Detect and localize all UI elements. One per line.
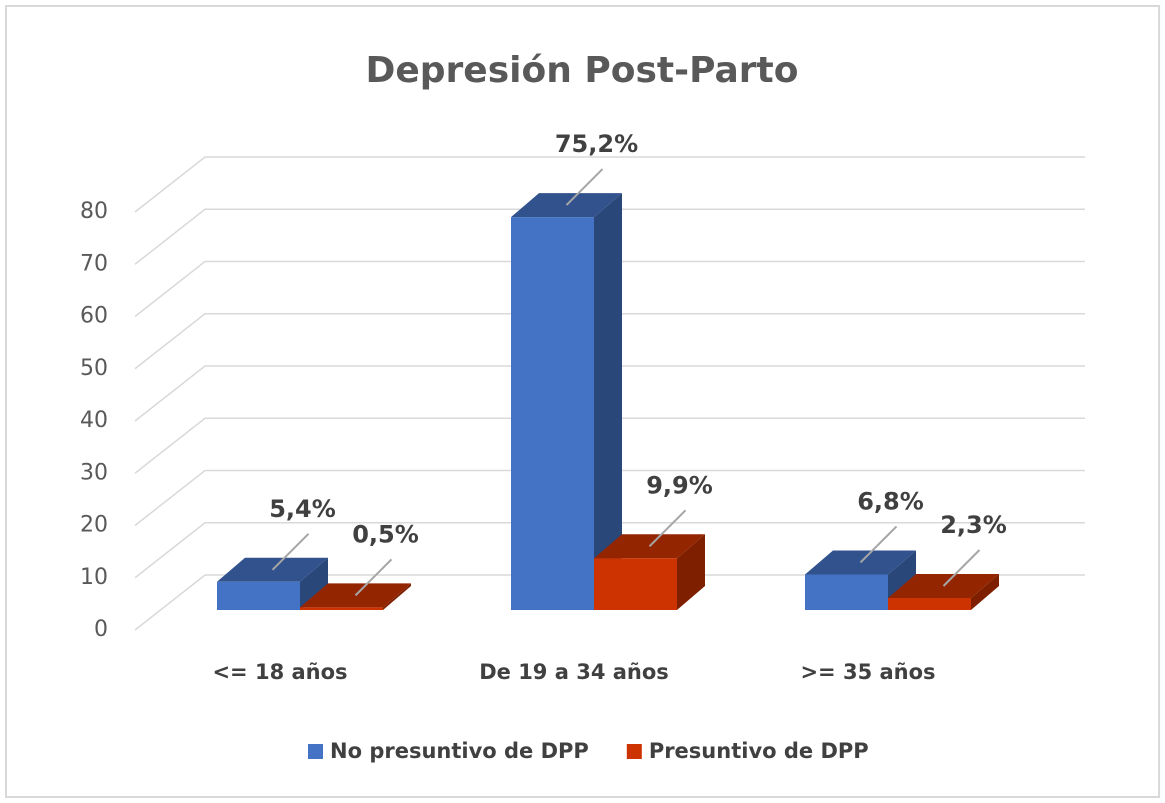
legend-label: Presuntivo de DPP	[649, 739, 869, 763]
leader-line	[354, 558, 393, 597]
grid-line	[134, 156, 1085, 213]
grid-line	[134, 469, 1085, 527]
x-tick-label: <= 18 años	[212, 660, 347, 684]
value-label: 2,3%	[940, 511, 1007, 539]
value-label: 0,5%	[352, 520, 419, 548]
y-tick-label: 60	[80, 304, 108, 329]
bar-front	[805, 574, 888, 610]
leader-line	[565, 168, 604, 206]
leader-line	[271, 533, 310, 571]
bar	[511, 193, 622, 610]
leader-line	[859, 525, 898, 564]
y-tick-label: 20	[80, 513, 108, 538]
grid-line	[134, 365, 1085, 422]
grid-line	[134, 260, 1085, 318]
value-label: 5,4%	[269, 495, 336, 523]
legend-swatch	[308, 744, 323, 759]
bar-side	[383, 583, 411, 610]
leader-line	[942, 549, 981, 587]
bar-front	[594, 558, 677, 610]
bar-side	[300, 557, 328, 610]
grid-line	[134, 574, 1085, 631]
chart-title: Depresión Post-Parto	[365, 50, 798, 91]
legend-label: No presuntivo de DPP	[330, 739, 589, 763]
x-tick-label: >= 35 años	[800, 660, 935, 684]
bar-side	[677, 534, 705, 610]
bar-front	[888, 597, 971, 610]
y-tick-label: 70	[80, 251, 108, 276]
grid-line	[134, 313, 1085, 370]
x-tick-label: De 19 a 34 años	[479, 660, 669, 684]
bar-side	[971, 573, 999, 610]
bar-side	[594, 193, 622, 610]
value-label: 75,2%	[555, 130, 638, 158]
y-tick-label: 30	[80, 460, 108, 485]
legend-swatch	[626, 744, 642, 759]
y-tick-label: 10	[80, 565, 108, 590]
grid-line	[134, 522, 1085, 579]
bar-front	[511, 217, 594, 610]
y-tick-label: 80	[80, 199, 108, 224]
grid-line	[134, 417, 1085, 474]
value-label: 9,9%	[646, 471, 713, 499]
bar-front	[217, 581, 300, 610]
leader-line	[648, 509, 687, 547]
grid-line	[134, 208, 1085, 265]
y-tick-label: 40	[80, 408, 108, 433]
value-label: 6,8%	[857, 487, 924, 515]
y-tick-label: 50	[80, 356, 108, 381]
bar-front	[300, 607, 383, 610]
y-tick-label: 0	[94, 617, 108, 642]
